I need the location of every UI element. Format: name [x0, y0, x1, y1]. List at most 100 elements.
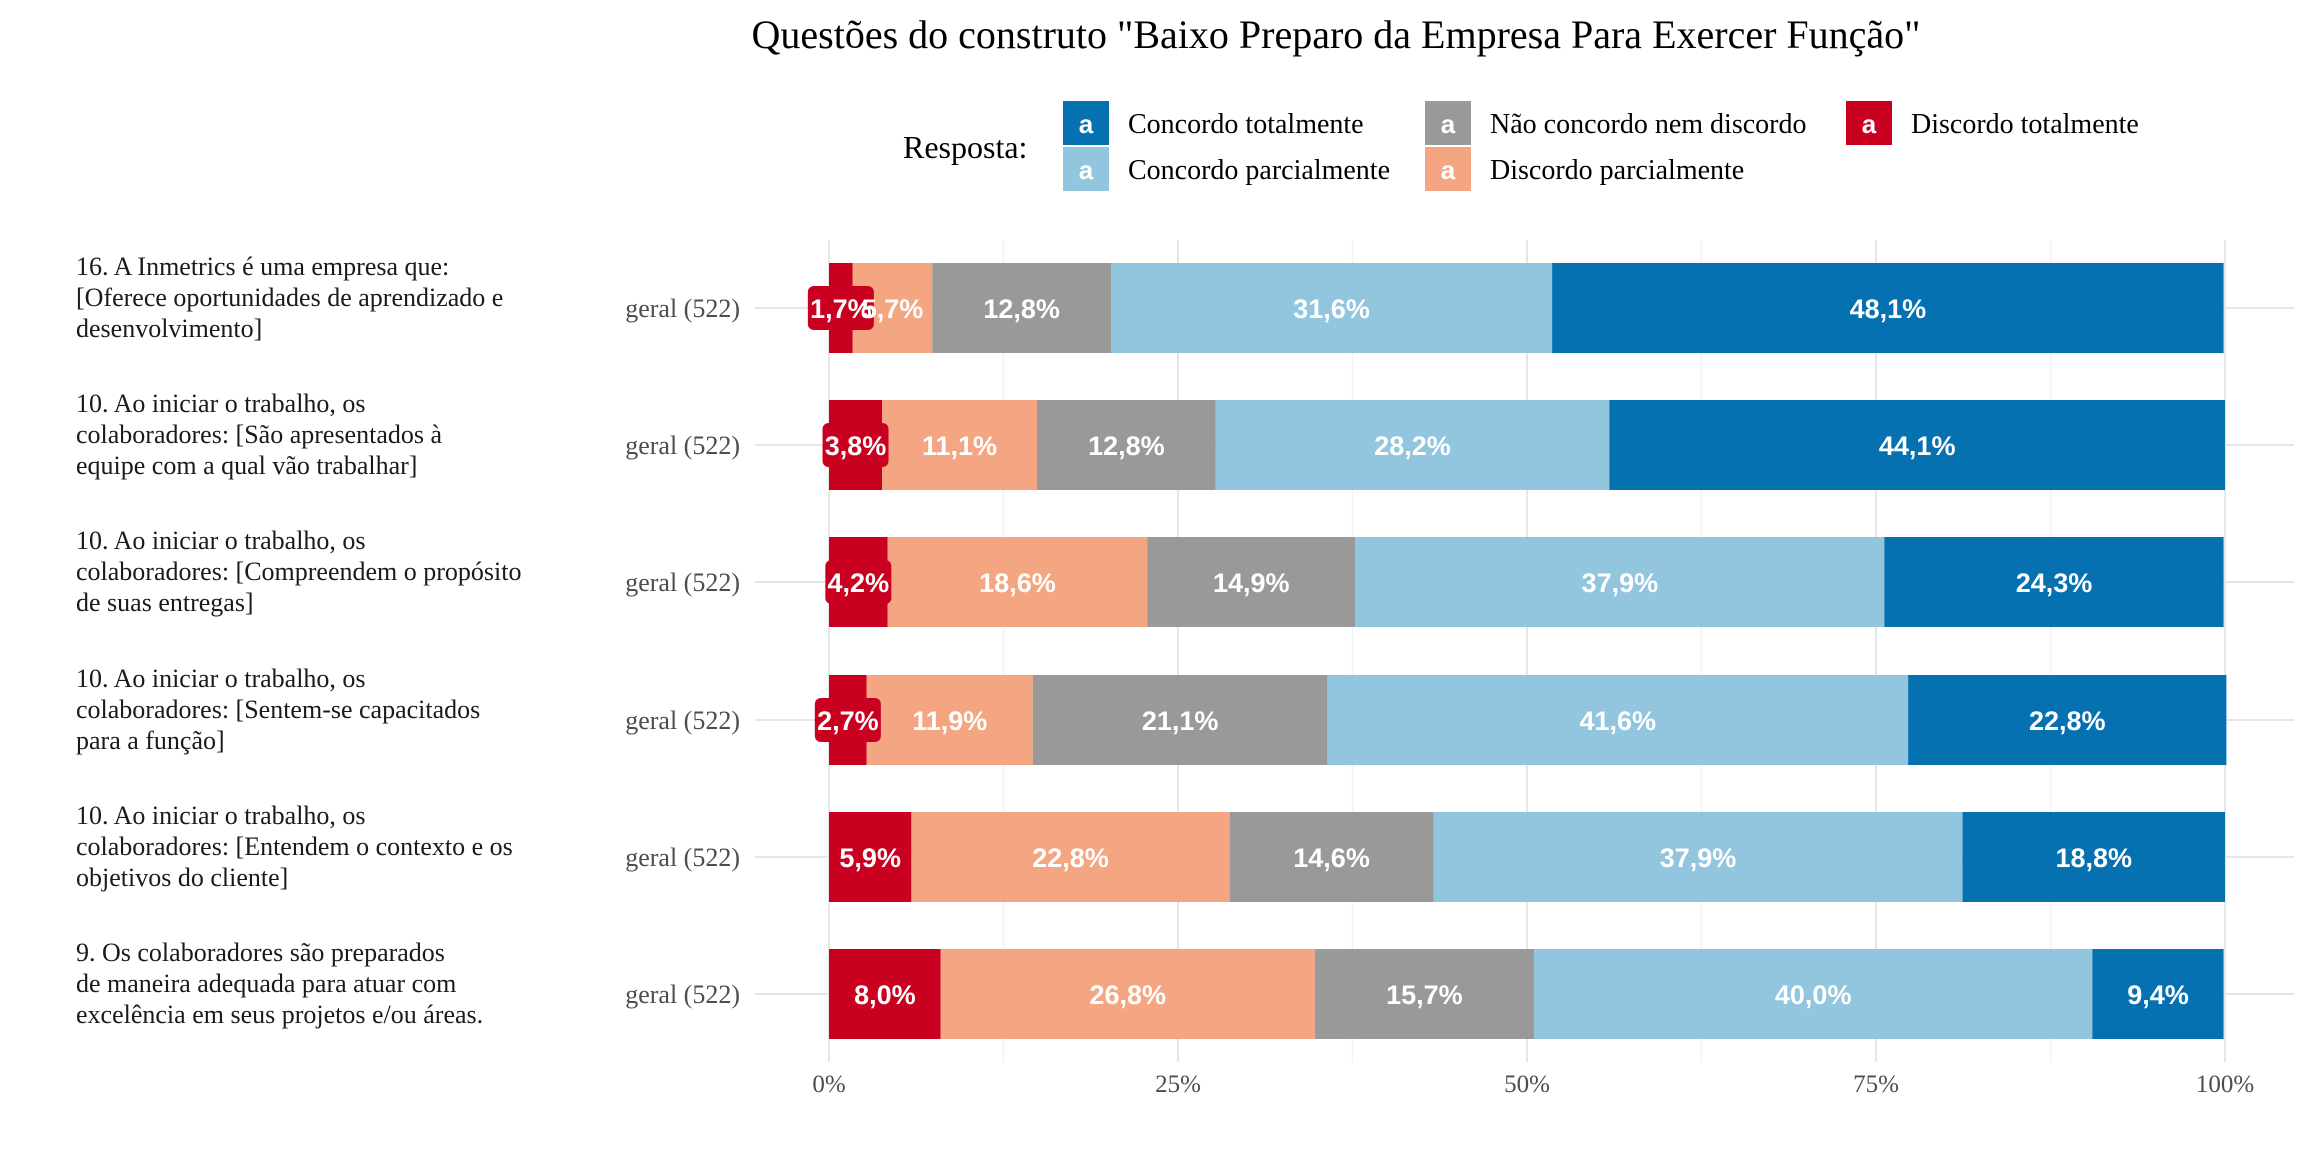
question-label: 10. Ao iniciar o trabalho, os colaborador…: [76, 664, 480, 755]
legend-key-glyph: a: [1079, 155, 1094, 185]
segment-value-label: 12,8%: [1088, 431, 1165, 461]
legend-label: Concordo totalmente: [1128, 109, 1364, 140]
bar-segment: [1147, 537, 1356, 627]
segment-value-label: 14,6%: [1293, 843, 1370, 873]
group-label: geral (522): [625, 431, 740, 460]
question-label: 16. A Inmetrics é uma empresa que: [Ofere…: [76, 252, 503, 343]
chart-title: Questões do construto "Baixo Preparo da …: [752, 12, 1921, 57]
question-label-line: colaboradores: [Entendem o contexto e os: [76, 832, 513, 861]
x-tick-label: 75%: [1853, 1071, 1899, 1098]
segment-value-label: 5,9%: [839, 843, 901, 873]
legend-title: Resposta:: [903, 129, 1027, 165]
legend-item: a Não concordo nem discordo: [1425, 101, 1806, 145]
legend-item: a Discordo totalmente: [1846, 101, 2139, 145]
segment-value-label: 8,0%: [854, 980, 916, 1010]
segment-value-label: 28,2%: [1374, 431, 1451, 461]
segment-value-label: 18,6%: [979, 568, 1056, 598]
legend-key-glyph: a: [1441, 109, 1456, 139]
question-label-line: 9. Os colaboradores são preparados: [76, 938, 445, 967]
legend-label: Não concordo nem discordo: [1490, 109, 1806, 140]
question-label-line: excelência em seus projetos e/ou áreas.: [76, 1000, 483, 1029]
bar-segment: [1037, 400, 1216, 490]
bar-row: 10. Ao iniciar o trabalho, os colaborador…: [76, 389, 2225, 490]
question-label-line: colaboradores: [São apresentados à: [76, 420, 442, 449]
bar-segment: [1314, 949, 1534, 1039]
bar-row: 10. Ao iniciar o trabalho, os colaborador…: [76, 526, 2224, 627]
segment-value-label: 5,7%: [862, 294, 924, 324]
segment-value-label: 48,1%: [1850, 294, 1927, 324]
bar-segment: [1908, 675, 2227, 765]
segment-label-box: [837, 835, 904, 879]
question-label-line: para a função]: [76, 726, 225, 755]
question-label-line: 10. Ao iniciar o trabalho, os: [76, 801, 366, 830]
segment-value-label: 31,6%: [1293, 294, 1370, 324]
x-axis: 0% 25% 50% 75% 100%: [812, 1071, 2254, 1098]
legend-key: [1846, 101, 1892, 145]
question-label: 10. Ao iniciar o trabalho, os colaborador…: [76, 389, 442, 480]
segment-value-label: 11,9%: [912, 706, 987, 736]
bar-segment: [1552, 263, 2224, 353]
question-label-line: colaboradores: [Sentem-se capacitados: [76, 695, 480, 724]
bar-segment: [911, 812, 1230, 902]
segment-value-label: 2,7%: [817, 706, 879, 736]
question-label-line: 10. Ao iniciar o trabalho, os: [76, 526, 366, 555]
segment-value-label: 22,8%: [1032, 843, 1109, 873]
bar-segment: [1355, 537, 1885, 627]
group-label: geral (522): [625, 294, 740, 323]
bar-row: 16. A Inmetrics é uma empresa que: [Ofere…: [76, 252, 2224, 353]
segment-value-label: 18,8%: [2055, 843, 2132, 873]
legend-key: [1425, 101, 1471, 145]
legend-key-glyph: a: [1862, 109, 1877, 139]
bar-row: 10. Ao iniciar o trabalho, os colaborador…: [76, 801, 2225, 902]
legend-label: Discordo totalmente: [1911, 109, 2139, 140]
segment-value-label: 37,9%: [1660, 843, 1737, 873]
legend-key-glyph: a: [1079, 109, 1094, 139]
segment-value-label: 1,7%: [810, 294, 872, 324]
segment-value-label: 40,0%: [1775, 980, 1852, 1010]
x-tick-label: 25%: [1155, 1071, 1201, 1098]
group-label: geral (522): [625, 706, 740, 735]
segment-value-label: 44,1%: [1879, 431, 1956, 461]
grid: [755, 240, 2294, 1062]
question-label-line: colaboradores: [Compreendem o propósito: [76, 557, 522, 586]
segment-label-box: [807, 286, 874, 330]
legend-item: a Concordo parcialmente: [1063, 147, 1390, 191]
question-label: 10. Ao iniciar o trabalho, os colaborador…: [76, 801, 513, 892]
legend-label: Discordo parcialmente: [1490, 155, 1744, 186]
group-label: geral (522): [625, 568, 740, 597]
segment-value-label: 12,8%: [983, 294, 1060, 324]
bar-segment: [882, 400, 1038, 490]
bar-segment: [932, 263, 1111, 353]
question-label-line: 10. Ao iniciar o trabalho, os: [76, 389, 366, 418]
bar-segment: [940, 949, 1315, 1039]
bar-segment: [2092, 949, 2224, 1039]
question-label-line: [Oferece oportunidades de aprendizado e: [76, 283, 503, 312]
question-label-line: de suas entregas]: [76, 588, 254, 617]
question-label-line: equipe com a qual vão trabalhar]: [76, 451, 417, 480]
bar-segment: [829, 949, 941, 1039]
legend-key: [1063, 147, 1109, 191]
legend-key: [1063, 101, 1109, 145]
question-label-line: desenvolvimento]: [76, 314, 262, 343]
bar-rows: 16. A Inmetrics é uma empresa que: [Ofere…: [76, 252, 2227, 1039]
bar-segment: [1609, 400, 2225, 490]
bar-segment: [887, 537, 1148, 627]
legend-item: a Concordo totalmente: [1063, 101, 1364, 145]
question-label: 10. Ao iniciar o trabalho, os colaborador…: [76, 526, 522, 617]
legend: Resposta: a Concordo totalmente a Concordo p…: [903, 101, 2139, 191]
segment-value-label: 4,2%: [828, 568, 890, 598]
segment-value-label: 41,6%: [1579, 706, 1656, 736]
segment-value-label: 11,1%: [922, 431, 997, 461]
segment-label-box: [825, 560, 892, 604]
segment-value-label: 14,9%: [1213, 568, 1290, 598]
legend-item: a Discordo parcialmente: [1425, 147, 1744, 191]
bar-row: 10. Ao iniciar o trabalho, os colaborador…: [76, 664, 2227, 765]
question-label-line: 10. Ao iniciar o trabalho, os: [76, 664, 366, 693]
segment-value-label: 24,3%: [2016, 568, 2093, 598]
question-label: 9. Os colaboradores são preparados de man…: [76, 938, 483, 1029]
segment-value-label: 9,4%: [2127, 980, 2189, 1010]
bar-segment: [1229, 812, 1434, 902]
segment-label-box: [814, 698, 881, 742]
segment-value-label: 37,9%: [1582, 568, 1659, 598]
